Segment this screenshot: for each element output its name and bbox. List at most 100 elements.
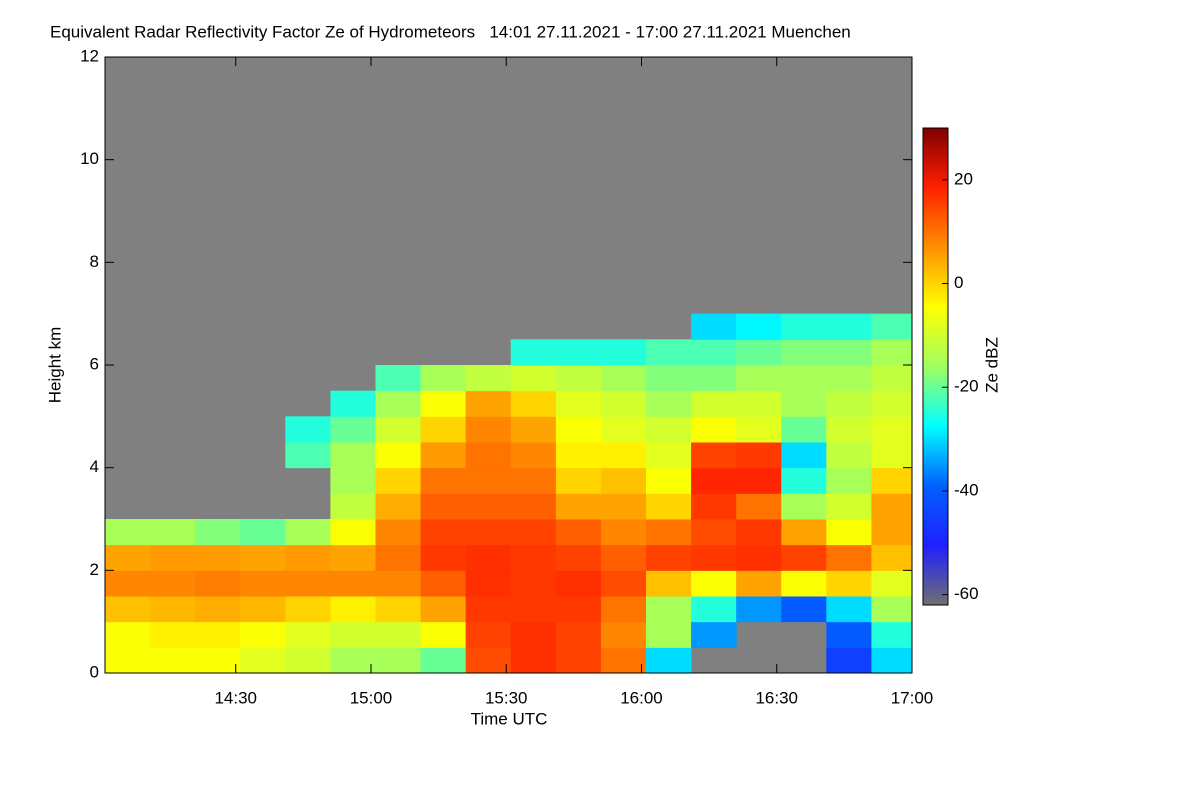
heatmap-cell xyxy=(600,519,647,546)
chart-title: Equivalent Radar Reflectivity Factor Ze … xyxy=(50,22,851,41)
heatmap-cell xyxy=(600,390,647,417)
heatmap-cell xyxy=(871,493,913,520)
x-tick-label: 15:00 xyxy=(350,688,393,707)
heatmap-cell xyxy=(691,390,737,417)
colorbar-tick-label: 0 xyxy=(954,273,963,292)
heatmap-cell xyxy=(330,390,377,417)
heatmap-cell xyxy=(465,570,512,597)
heatmap-cell xyxy=(105,570,151,597)
heatmap-cell xyxy=(330,467,377,494)
heatmap-cell xyxy=(285,442,331,469)
heatmap-cell xyxy=(375,519,422,546)
heatmap-cell xyxy=(555,621,602,648)
heatmap-cell xyxy=(465,390,512,417)
heatmap-cell xyxy=(691,621,737,648)
heatmap-cell xyxy=(691,544,737,571)
heatmap-cell xyxy=(871,544,913,571)
heatmap-cell xyxy=(736,390,782,417)
heatmap-cell xyxy=(781,365,827,392)
heatmap-cell xyxy=(105,647,151,674)
heatmap-cell xyxy=(691,570,737,597)
heatmap-cell xyxy=(871,519,913,546)
heatmap-cell xyxy=(781,519,827,546)
heatmap-cell xyxy=(691,365,737,392)
heatmap-cell xyxy=(736,365,782,392)
heatmap-cell xyxy=(465,442,512,469)
heatmap-cell xyxy=(555,493,602,520)
heatmap-cell xyxy=(510,493,557,520)
heatmap-cell xyxy=(781,467,827,494)
heatmap-cell xyxy=(420,647,467,674)
heatmap-cell xyxy=(330,519,377,546)
heatmap-cell xyxy=(420,467,467,494)
heatmap-cell xyxy=(691,493,737,520)
y-tick-label: 10 xyxy=(80,149,99,168)
heatmap-cell xyxy=(285,519,331,546)
heatmap-cell xyxy=(646,390,692,417)
heatmap-cell xyxy=(330,647,377,674)
heatmap-cell xyxy=(826,596,872,623)
heatmap-cell xyxy=(781,442,827,469)
colorbar-tick-label: -40 xyxy=(954,480,979,499)
heatmap-cell xyxy=(510,442,557,469)
heatmap-cell xyxy=(285,647,331,674)
heatmap-cell xyxy=(195,519,241,546)
y-tick-label: 6 xyxy=(90,354,99,373)
heatmap-cell xyxy=(330,442,377,469)
heatmap-cell xyxy=(420,442,467,469)
heatmap-cell xyxy=(646,596,692,623)
heatmap-cell xyxy=(826,467,872,494)
heatmap-cell xyxy=(871,365,913,392)
heatmap-cell xyxy=(555,570,602,597)
heatmap-cell xyxy=(781,544,827,571)
heatmap-cell xyxy=(646,416,692,443)
heatmap-cell xyxy=(871,442,913,469)
heatmap-cell xyxy=(781,390,827,417)
heatmap-cell xyxy=(555,416,602,443)
heatmap-cell xyxy=(826,647,872,674)
heatmap-cell xyxy=(691,442,737,469)
heatmap-cell xyxy=(555,544,602,571)
heatmap-cell xyxy=(375,621,422,648)
heatmap-cell xyxy=(285,570,331,597)
colorbar-tick-label: -60 xyxy=(954,584,979,603)
heatmap-cell xyxy=(510,365,557,392)
heatmap-cell xyxy=(555,339,602,366)
heatmap-cell xyxy=(420,493,467,520)
heatmap-cell xyxy=(510,390,557,417)
heatmap-cell xyxy=(646,467,692,494)
heatmap-cell xyxy=(555,596,602,623)
heatmap-cell xyxy=(195,647,241,674)
heatmap-cell xyxy=(420,596,467,623)
x-tick-label: 15:30 xyxy=(485,688,528,707)
heatmap-cell xyxy=(781,596,827,623)
y-tick-label: 4 xyxy=(90,457,99,476)
colorbar xyxy=(922,127,949,606)
heatmap-cell xyxy=(375,467,422,494)
heatmap-cell xyxy=(195,596,241,623)
colorbar-label: Ze dBZ xyxy=(982,337,1001,393)
heatmap-cell xyxy=(736,519,782,546)
colorbar-tick-label: 20 xyxy=(954,169,973,188)
heatmap-cell xyxy=(600,416,647,443)
heatmap-cell xyxy=(150,596,196,623)
heatmap-cell xyxy=(871,416,913,443)
y-tick-label: 8 xyxy=(90,252,99,271)
heatmap-cell xyxy=(646,339,692,366)
heatmap-cell xyxy=(285,621,331,648)
heatmap-cell xyxy=(375,416,422,443)
heatmap-cell xyxy=(646,493,692,520)
heatmap-cell xyxy=(871,647,913,674)
heatmap-cell xyxy=(510,647,557,674)
heatmap-cell xyxy=(691,416,737,443)
heatmap-cell xyxy=(195,621,241,648)
heatmap-cell xyxy=(736,493,782,520)
heatmap-cell xyxy=(105,544,151,571)
heatmap-cell xyxy=(646,365,692,392)
heatmap-cell xyxy=(826,544,872,571)
heatmap-cell xyxy=(736,544,782,571)
heatmap-cell xyxy=(826,416,872,443)
heatmap-cell xyxy=(600,647,647,674)
heatmap-cell xyxy=(510,467,557,494)
heatmap-cell xyxy=(510,339,557,366)
